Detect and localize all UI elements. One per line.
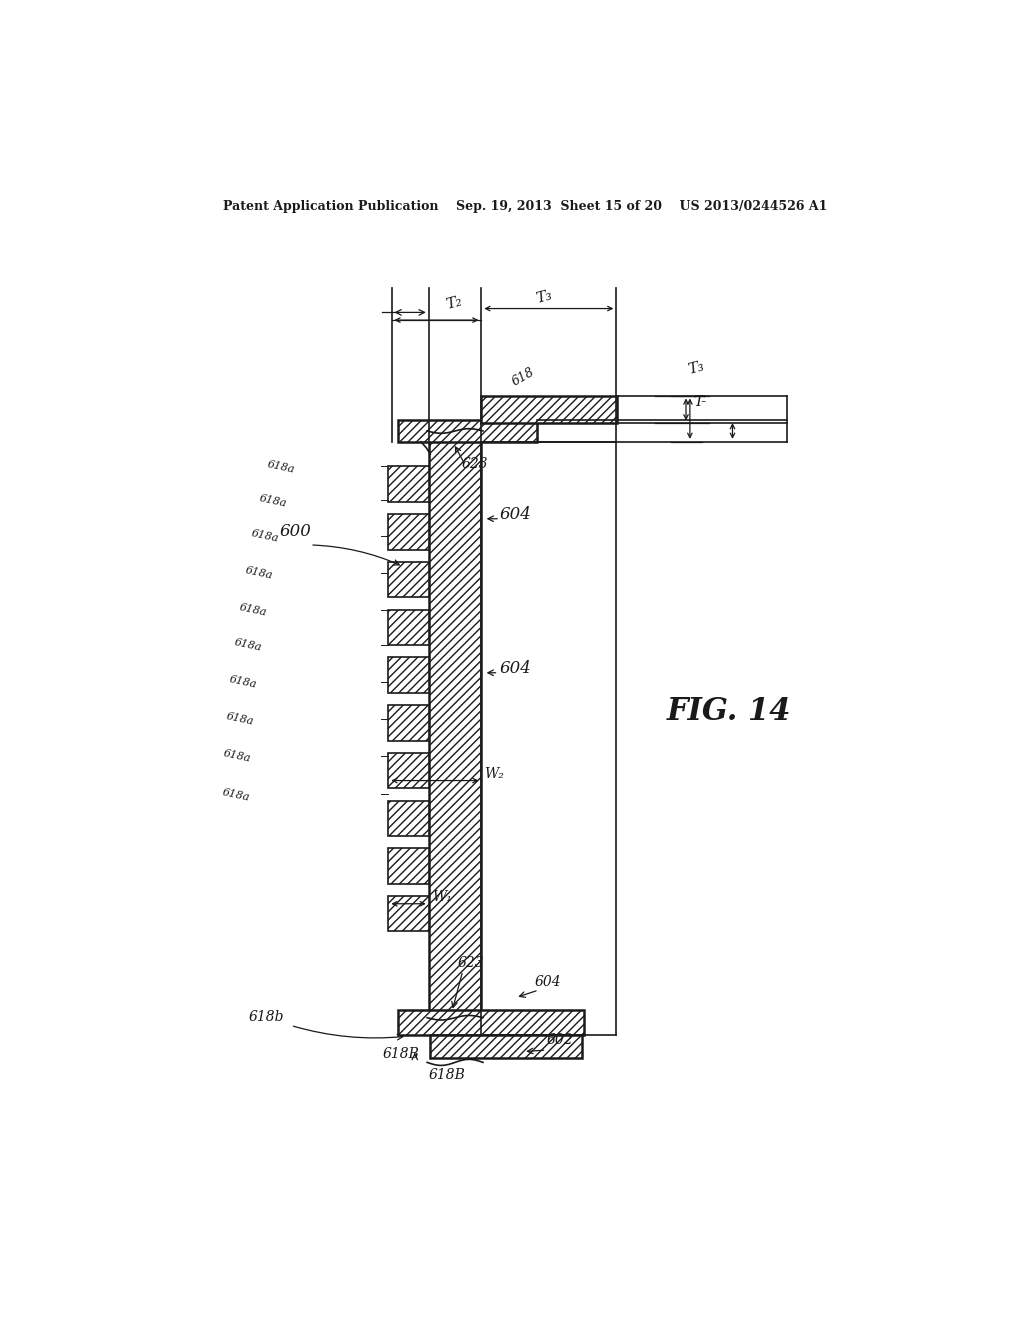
Text: 600: 600 bbox=[280, 523, 311, 540]
Text: W₂: W₂ bbox=[483, 767, 504, 781]
Bar bbox=[430, 1035, 583, 1057]
Bar bbox=[397, 1010, 584, 1035]
Text: T₂: T₂ bbox=[444, 294, 464, 313]
Bar bbox=[388, 849, 429, 884]
Text: 618a: 618a bbox=[221, 787, 251, 803]
Bar bbox=[388, 610, 429, 645]
Text: T₃: T₃ bbox=[535, 289, 554, 306]
Text: 618a: 618a bbox=[266, 459, 295, 475]
Text: 604: 604 bbox=[500, 506, 531, 523]
Text: W₁: W₁ bbox=[432, 891, 453, 904]
Text: Patent Application Publication    Sep. 19, 2013  Sheet 15 of 20    US 2013/02445: Patent Application Publication Sep. 19, … bbox=[222, 199, 827, 213]
Text: 618B: 618B bbox=[429, 1068, 466, 1081]
Text: 618a: 618a bbox=[245, 565, 273, 581]
Bar bbox=[388, 657, 429, 693]
Text: 618a: 618a bbox=[222, 748, 252, 764]
Text: 618a: 618a bbox=[251, 528, 280, 544]
Text: 618b: 618b bbox=[248, 1010, 284, 1024]
Bar bbox=[429, 437, 481, 1011]
Bar bbox=[397, 420, 538, 442]
Text: T₃: T₃ bbox=[686, 359, 706, 378]
Bar bbox=[388, 800, 429, 836]
Bar bbox=[481, 396, 617, 424]
Bar bbox=[388, 562, 429, 597]
Bar bbox=[388, 705, 429, 741]
Text: 623: 623 bbox=[461, 457, 487, 471]
Bar bbox=[388, 515, 429, 549]
Text: 618a: 618a bbox=[225, 711, 255, 727]
Text: T-: T- bbox=[693, 395, 707, 409]
Bar bbox=[388, 466, 429, 502]
Text: FIG. 14: FIG. 14 bbox=[667, 697, 792, 727]
Text: 618a: 618a bbox=[258, 492, 288, 508]
Text: 618a: 618a bbox=[233, 638, 263, 653]
Text: 602: 602 bbox=[547, 1032, 573, 1047]
Bar bbox=[388, 896, 429, 932]
Text: 623: 623 bbox=[458, 956, 484, 970]
Text: 618: 618 bbox=[510, 366, 538, 388]
Text: 604: 604 bbox=[535, 975, 561, 989]
Text: 618B: 618B bbox=[382, 1047, 419, 1061]
Text: 604: 604 bbox=[500, 660, 531, 677]
Text: 618a: 618a bbox=[228, 675, 258, 690]
Bar bbox=[388, 752, 429, 788]
Text: 618a: 618a bbox=[238, 602, 267, 618]
